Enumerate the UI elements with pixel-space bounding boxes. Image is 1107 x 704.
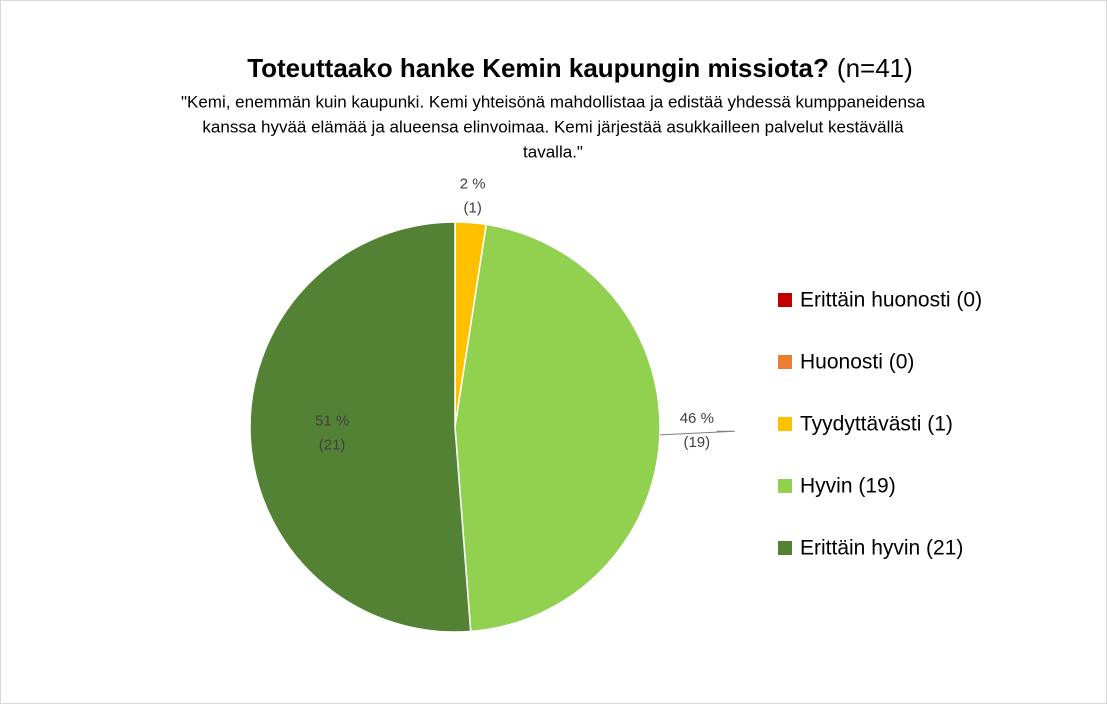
legend-swatch [778, 417, 792, 431]
chart-title-note: (n=41) [837, 53, 913, 83]
legend-label: Hyvin (19) [800, 475, 896, 498]
legend-label: Erittäin hyvin (21) [800, 537, 963, 560]
chart-subtitle: tavalla." [523, 142, 583, 161]
pie-slice [454, 223, 661, 633]
data-label: (1) [464, 200, 482, 217]
data-label: (21) [319, 437, 346, 454]
leader-line [659, 430, 735, 436]
pie-slice [249, 221, 472, 633]
legend-swatch [778, 355, 792, 369]
legend-swatch [778, 293, 792, 307]
legend-label: Erittäin huonosti (0) [800, 289, 982, 312]
data-label: (19) [683, 434, 710, 451]
legend-label: Tyydyttävästi (1) [800, 413, 953, 436]
chart-subtitle: kanssa hyvää elämää ja alueensa elinvoim… [202, 117, 904, 136]
data-label: 51 % [315, 413, 349, 430]
data-label: 46 % [680, 410, 714, 427]
data-label: 2 % [460, 176, 486, 193]
chart-title-group: Toteuttaako hanke Kemin kaupungin missio… [247, 53, 913, 83]
legend-swatch [778, 479, 792, 493]
legend-swatch [778, 541, 792, 555]
chart-subtitle: "Kemi, enemmän kuin kaupunki. Kemi yhtei… [181, 92, 926, 111]
chart-title: Toteuttaako hanke Kemin kaupungin missio… [247, 53, 829, 83]
legend-label: Huonosti (0) [800, 351, 914, 374]
